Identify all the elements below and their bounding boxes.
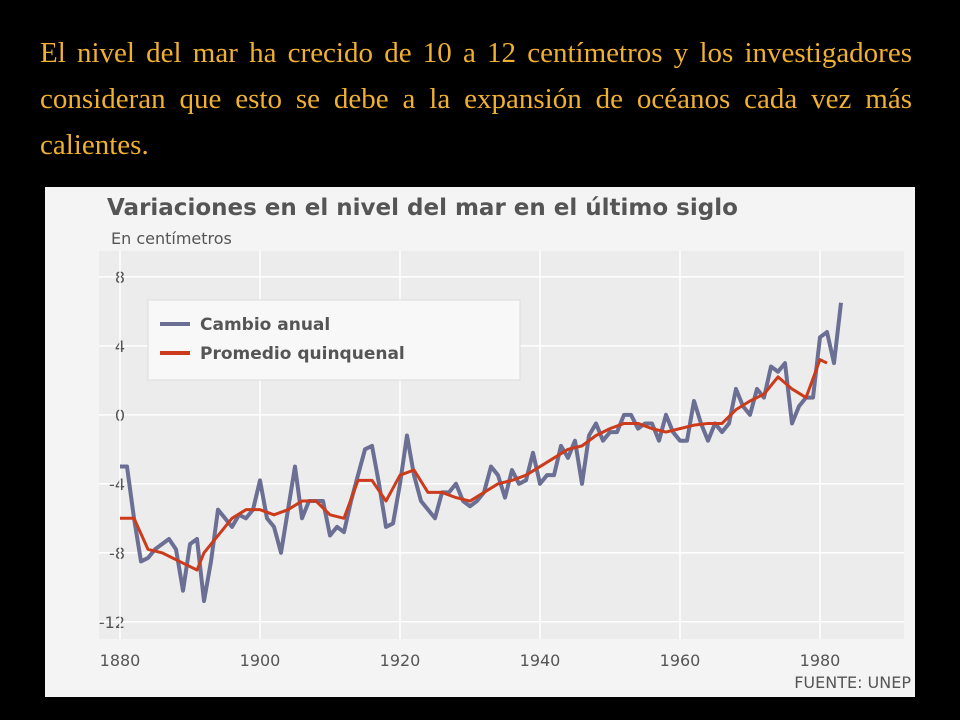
legend-label: Promedio quinquenal [200,344,405,364]
x-tick-label: 1960 [660,651,701,670]
y-tick-label: -4 [109,475,125,494]
y-tick-label: -12 [99,613,125,632]
x-tick-label: 1940 [520,651,561,670]
chart-subtitle: En centímetros [111,229,232,248]
caption: El nivel del mar ha crecido de 10 a 12 c… [40,37,912,161]
x-tick-label: 1920 [380,651,421,670]
chart-title: Variaciones en el nivel del mar en el úl… [107,195,738,221]
legend-label: Cambio anual [200,315,330,335]
series-line [120,358,828,572]
legend-box [147,299,521,381]
x-tick-label: 1880 [100,651,141,670]
chart: Variaciones en el nivel del mar en el úl… [45,187,915,697]
x-tick-label: 1980 [800,651,841,670]
y-tick-label: -8 [109,544,125,563]
x-tick-label: 1900 [240,651,281,670]
source: FUENTE: UNEP [794,673,911,692]
series-line [120,302,843,604]
